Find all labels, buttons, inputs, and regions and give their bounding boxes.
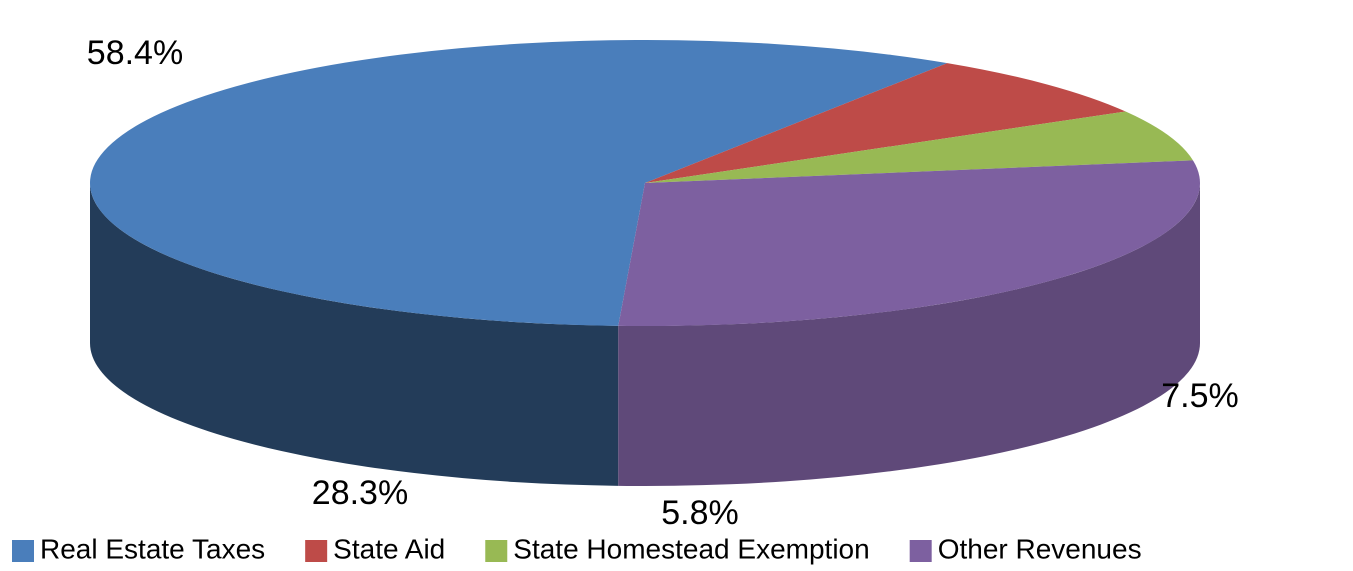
legend-swatch	[909, 540, 932, 562]
legend-swatch	[485, 540, 508, 562]
pie-slice	[645, 63, 1126, 183]
pie-slice	[618, 160, 1200, 326]
data-labels: 58.4% 7.5% 5.8% 28.3%	[87, 34, 1239, 532]
legend-swatch	[305, 540, 328, 562]
pie-sides	[90, 183, 1200, 486]
data-label: 7.5%	[1161, 377, 1239, 415]
pie-tops	[89, 39, 1200, 326]
pie-slice	[89, 39, 948, 326]
legend-label: State Homestead Exemption	[513, 533, 869, 564]
legend: Real Estate Taxes State Aid State Homestea…	[12, 533, 1142, 564]
legend-swatch	[12, 540, 34, 562]
data-label: 28.3%	[312, 474, 408, 512]
data-label: 58.4%	[87, 34, 183, 72]
legend-label: Real Estate Taxes	[40, 533, 265, 564]
pie-side	[90, 183, 619, 486]
legend-label: Other Revenues	[938, 533, 1142, 564]
legend-label: State Aid	[333, 533, 445, 564]
data-label: 5.8%	[661, 494, 739, 532]
pie-slice	[645, 111, 1193, 183]
pie-side	[618, 183, 1200, 486]
